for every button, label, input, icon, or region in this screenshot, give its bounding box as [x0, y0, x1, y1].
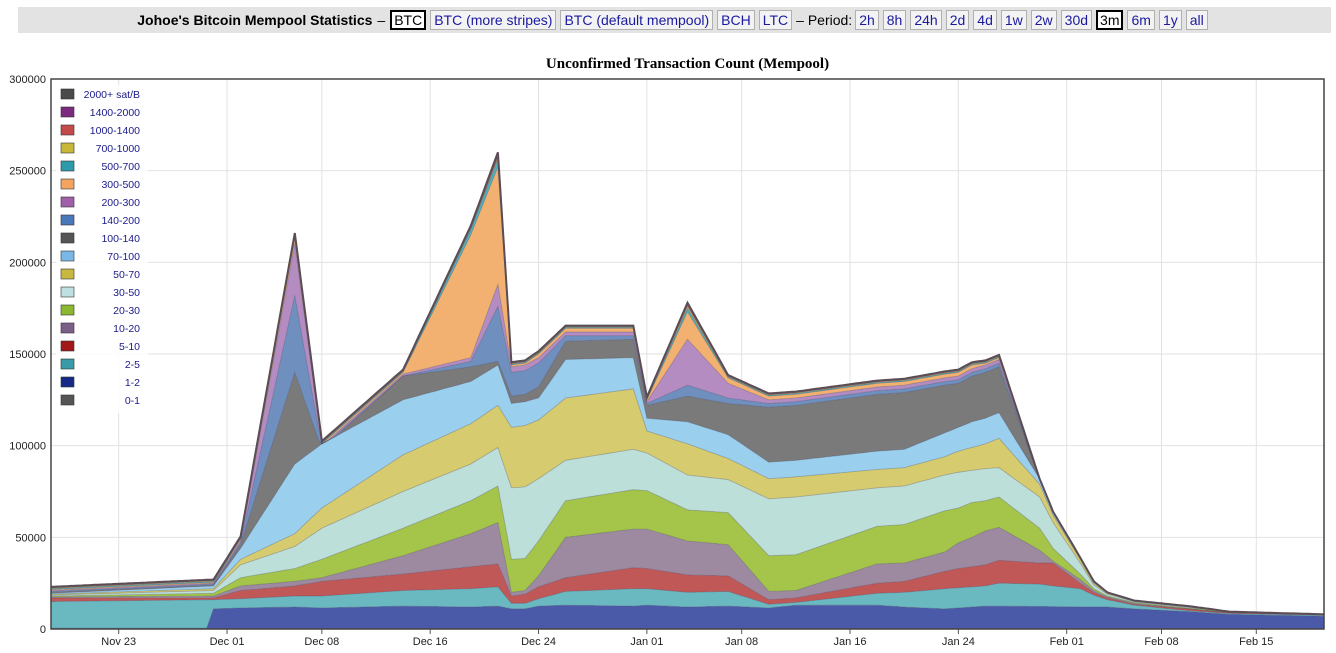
legend-swatch	[60, 268, 75, 280]
chart-title: Unconfirmed Transaction Count (Mempool)	[546, 56, 829, 72]
legend-label: 500-700	[101, 161, 140, 173]
legend: 2000+ sat/B 1400-2000 1000-1400 700-1000 500…	[56, 85, 148, 413]
legend-label: 200-300	[101, 197, 140, 209]
legend-label: 2000+ sat/B	[84, 89, 140, 101]
legend-swatch	[60, 376, 75, 388]
area-1-2	[51, 605, 1324, 629]
band-edge	[50, 446, 1325, 615]
period-links: 2h 8h 24h 2d 4d 1w 2w 30d 3m 6m 1y all	[855, 10, 1212, 30]
period-link-24h[interactable]: 24h	[910, 10, 942, 30]
legend-swatch	[60, 196, 75, 208]
legend-label: 5-10	[119, 341, 140, 353]
legend-label: 50-70	[113, 269, 140, 281]
x-tick-label: Nov 23	[101, 636, 136, 648]
site-title: Johoe's Bitcoin Mempool Statistics	[137, 12, 373, 28]
legend-label: 70-100	[107, 251, 140, 263]
band-edge	[51, 559, 1324, 615]
coin-link-bch[interactable]: BCH	[717, 10, 755, 30]
band-edge	[51, 604, 1325, 629]
mempool-chart: Unconfirmed Transaction Count (Mempool) 0…	[9, 56, 1325, 648]
coin-link-btc[interactable]: BTC	[390, 10, 427, 30]
legend-swatch	[60, 142, 75, 154]
title-dash: –	[377, 12, 386, 28]
y-tick-label: 250000	[9, 166, 46, 178]
legend-label: 30-50	[113, 287, 140, 299]
legend-swatch	[60, 88, 75, 100]
coin-links: BTC BTC (more stripes) BTC (default mempoo…	[390, 10, 796, 30]
legend-label: 20-30	[113, 305, 140, 317]
legend-label: 2-5	[125, 359, 140, 371]
x-tick-label: Dec 01	[210, 636, 245, 648]
legend-swatch	[60, 178, 75, 190]
legend-swatch	[60, 106, 75, 118]
y-tick-label: 150000	[9, 349, 46, 361]
period-link-2d[interactable]: 2d	[945, 10, 970, 30]
period-link-3m[interactable]: 3m	[1096, 10, 1124, 30]
legend-swatch	[60, 340, 75, 352]
period-link-2h[interactable]: 2h	[855, 10, 879, 30]
x-tick-label: Feb 08	[1144, 636, 1178, 648]
coin-link-btc-default-mempool[interactable]: BTC (default mempool)	[560, 10, 714, 30]
x-tick-label: Dec 24	[521, 636, 556, 648]
y-tick-label: 50000	[15, 532, 46, 544]
period-link-8h[interactable]: 8h	[882, 10, 907, 30]
total-line	[50, 151, 1325, 616]
legend-box	[56, 85, 148, 413]
area-100-140	[51, 339, 1324, 615]
legend-label: 1-2	[125, 377, 140, 389]
x-tick-label: Feb 01	[1050, 636, 1084, 648]
legend-label: 1000-1400	[90, 125, 140, 137]
x-tick-label: Jan 01	[630, 636, 663, 648]
legend-swatch	[60, 286, 75, 298]
legend-swatch	[60, 304, 75, 316]
legend-label: 140-200	[101, 215, 140, 227]
area-5-10	[51, 560, 1324, 616]
legend-swatch	[60, 322, 75, 334]
band-edge	[51, 522, 1324, 615]
top-nav: Johoe's Bitcoin Mempool Statistics – BTC…	[18, 7, 1331, 33]
period-link-30d[interactable]: 30d	[1060, 10, 1093, 30]
y-tick-label: 200000	[9, 257, 46, 269]
legend-label: 300-500	[101, 179, 140, 191]
x-tick-label: Dec 16	[413, 636, 448, 648]
legend-label: 0-1	[125, 395, 140, 407]
area-30-50	[51, 447, 1324, 615]
legend-label: 10-20	[113, 323, 140, 335]
legend-swatch	[60, 394, 75, 406]
band-edge	[51, 582, 1325, 616]
legend-label: 1400-2000	[90, 107, 140, 119]
legend-swatch	[60, 250, 75, 262]
legend-label: 700-1000	[96, 143, 141, 155]
area-10-20	[51, 522, 1324, 615]
x-tick-label: Jan 16	[833, 636, 866, 648]
legend-swatch	[60, 160, 75, 172]
period-link-6m[interactable]: 6m	[1127, 10, 1155, 30]
x-tick-label: Feb 15	[1239, 636, 1273, 648]
period-link-4d[interactable]: 4d	[973, 10, 997, 30]
area-2-5	[51, 583, 1324, 629]
period-label: – Period:	[796, 12, 853, 28]
legend-label: 100-140	[101, 233, 140, 245]
x-tick-label: Jan 08	[725, 636, 758, 648]
y-tick-label: 300000	[9, 74, 46, 86]
legend-swatch	[60, 214, 75, 226]
period-link-all[interactable]: all	[1185, 10, 1208, 30]
plot-frame	[50, 78, 1325, 630]
legend-swatch	[60, 232, 75, 244]
coin-link-btc-more-stripes[interactable]: BTC (more stripes)	[430, 10, 557, 30]
period-link-1y[interactable]: 1y	[1158, 10, 1182, 30]
period-link-1w[interactable]: 1w	[1000, 10, 1027, 30]
y-tick-label: 100000	[9, 441, 46, 453]
period-link-2w[interactable]: 2w	[1030, 10, 1057, 30]
legend-swatch	[60, 124, 75, 136]
x-tick-label: Dec 08	[304, 636, 339, 648]
area-20-30	[51, 486, 1324, 615]
x-tick-label: Jan 24	[942, 636, 975, 648]
area-70-100	[51, 357, 1324, 615]
legend-swatch	[60, 358, 75, 370]
coin-link-ltc[interactable]: LTC	[758, 10, 793, 30]
band-edge	[50, 485, 1325, 615]
y-tick-label: 0	[40, 624, 46, 636]
